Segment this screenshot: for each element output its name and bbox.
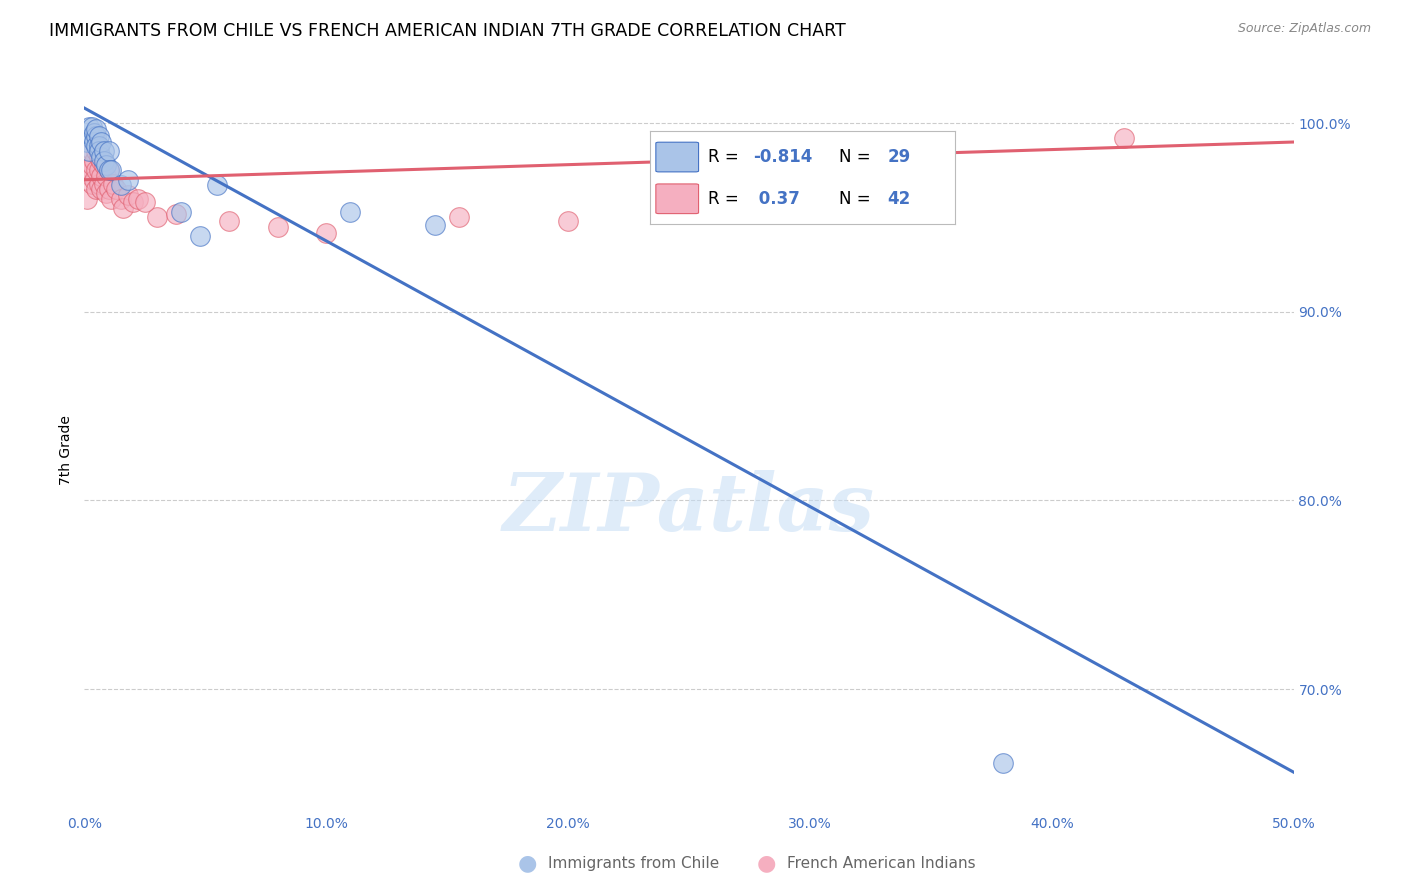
Point [86,163,108,178]
Point [76,167,98,181]
Point [86,145,108,159]
Point [76,135,98,149]
Text: IMMIGRANTS FROM CHILE VS FRENCH AMERICAN INDIAN 7TH GRADE CORRELATION CHART: IMMIGRANTS FROM CHILE VS FRENCH AMERICAN… [49,22,846,40]
Point [920,177,942,191]
Text: R =: R = [707,190,738,208]
Text: Immigrants from Chile: Immigrants from Chile [548,856,720,871]
Point [80,129,103,144]
Point [94,158,117,172]
Point [110,178,132,193]
Point [90,182,112,196]
Point [315,226,337,240]
Point [110,192,132,206]
Point [87,177,110,191]
Point [97,145,120,159]
Point [449,211,471,225]
Point [94,169,117,183]
Point [103,177,125,191]
Point [165,207,187,221]
Point [80,145,103,159]
Text: R =: R = [707,148,738,166]
Point [134,195,156,210]
Point [97,163,120,178]
Text: 42: 42 [887,190,911,208]
Text: -0.814: -0.814 [754,148,813,166]
Point [87,163,110,178]
Point [77,163,100,178]
Text: ●: ● [517,854,537,873]
Point [127,192,149,206]
Point [104,182,127,196]
Point [83,126,105,140]
Point [87,145,110,159]
Point [83,135,105,149]
Point [117,187,139,202]
Point [218,214,240,228]
Point [100,192,122,206]
Point [77,120,100,134]
Point [90,135,112,149]
Point [146,211,169,225]
Point [97,163,120,178]
Point [86,129,108,144]
Point [76,192,98,206]
Point [93,145,115,159]
FancyBboxPatch shape [655,142,699,172]
Point [93,177,115,191]
Text: ZIPatlas: ZIPatlas [503,469,875,547]
Point [112,201,135,215]
Point [87,150,110,164]
Point [339,204,361,219]
Point [557,214,579,228]
Point [1114,131,1136,145]
Point [121,195,143,210]
Point [100,163,122,178]
Point [90,169,112,183]
Point [86,182,108,196]
Text: French American Indians: French American Indians [787,856,976,871]
Point [94,186,117,200]
Point [267,219,290,234]
Point [80,177,103,191]
Point [87,138,110,153]
Point [87,129,110,144]
Y-axis label: 7th Grade: 7th Grade [59,416,73,485]
Point [80,120,103,134]
Point [190,229,212,244]
Text: N =: N = [839,190,870,208]
Text: ●: ● [756,854,776,873]
Point [207,178,229,193]
Point [80,158,103,172]
Text: 0.37: 0.37 [754,190,800,208]
Point [93,153,115,168]
Point [77,145,100,159]
Text: 29: 29 [887,148,911,166]
Point [86,135,108,149]
Point [993,756,1015,770]
Point [97,182,120,196]
Point [83,173,105,187]
Point [83,153,105,168]
Text: N =: N = [839,148,870,166]
Text: Source: ZipAtlas.com: Source: ZipAtlas.com [1237,22,1371,36]
Point [86,138,108,153]
FancyBboxPatch shape [655,184,699,213]
Point [90,153,112,168]
Point [423,218,446,232]
Point [90,150,112,164]
Point [117,173,139,187]
Point [86,121,108,136]
Point [93,158,115,172]
Point [170,204,193,219]
